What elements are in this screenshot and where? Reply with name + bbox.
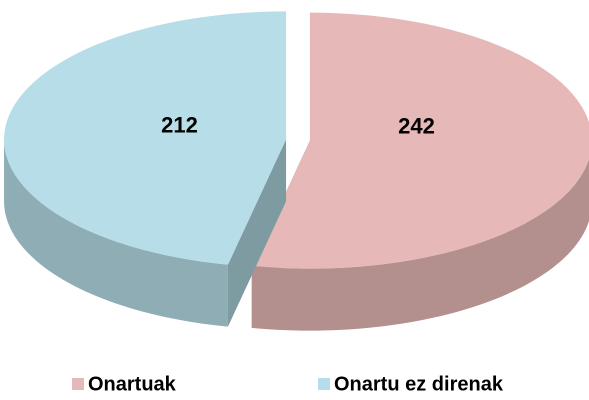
slice-side-shade: [4, 139, 228, 327]
value-label: 242: [398, 114, 435, 139]
slice-side-shade: [251, 158, 589, 331]
legend-swatch: [318, 378, 330, 390]
value-label: 212: [161, 112, 198, 137]
legend-label: Onartu ez direnak: [334, 373, 504, 395]
legend-label: Onartuak: [88, 373, 177, 395]
slice-side: [4, 139, 228, 327]
slice-top: [4, 11, 287, 265]
slice: [251, 12, 589, 331]
slice-top: [251, 12, 589, 269]
slice-cut-wall: [227, 139, 287, 327]
slice-side: [251, 158, 589, 331]
legend: Onartuak Onartu ez direnak: [72, 373, 504, 395]
legend-swatch: [72, 378, 84, 390]
slice: [4, 11, 287, 327]
pie: 242 212: [4, 11, 589, 331]
slice-cut-shade: [227, 139, 287, 327]
